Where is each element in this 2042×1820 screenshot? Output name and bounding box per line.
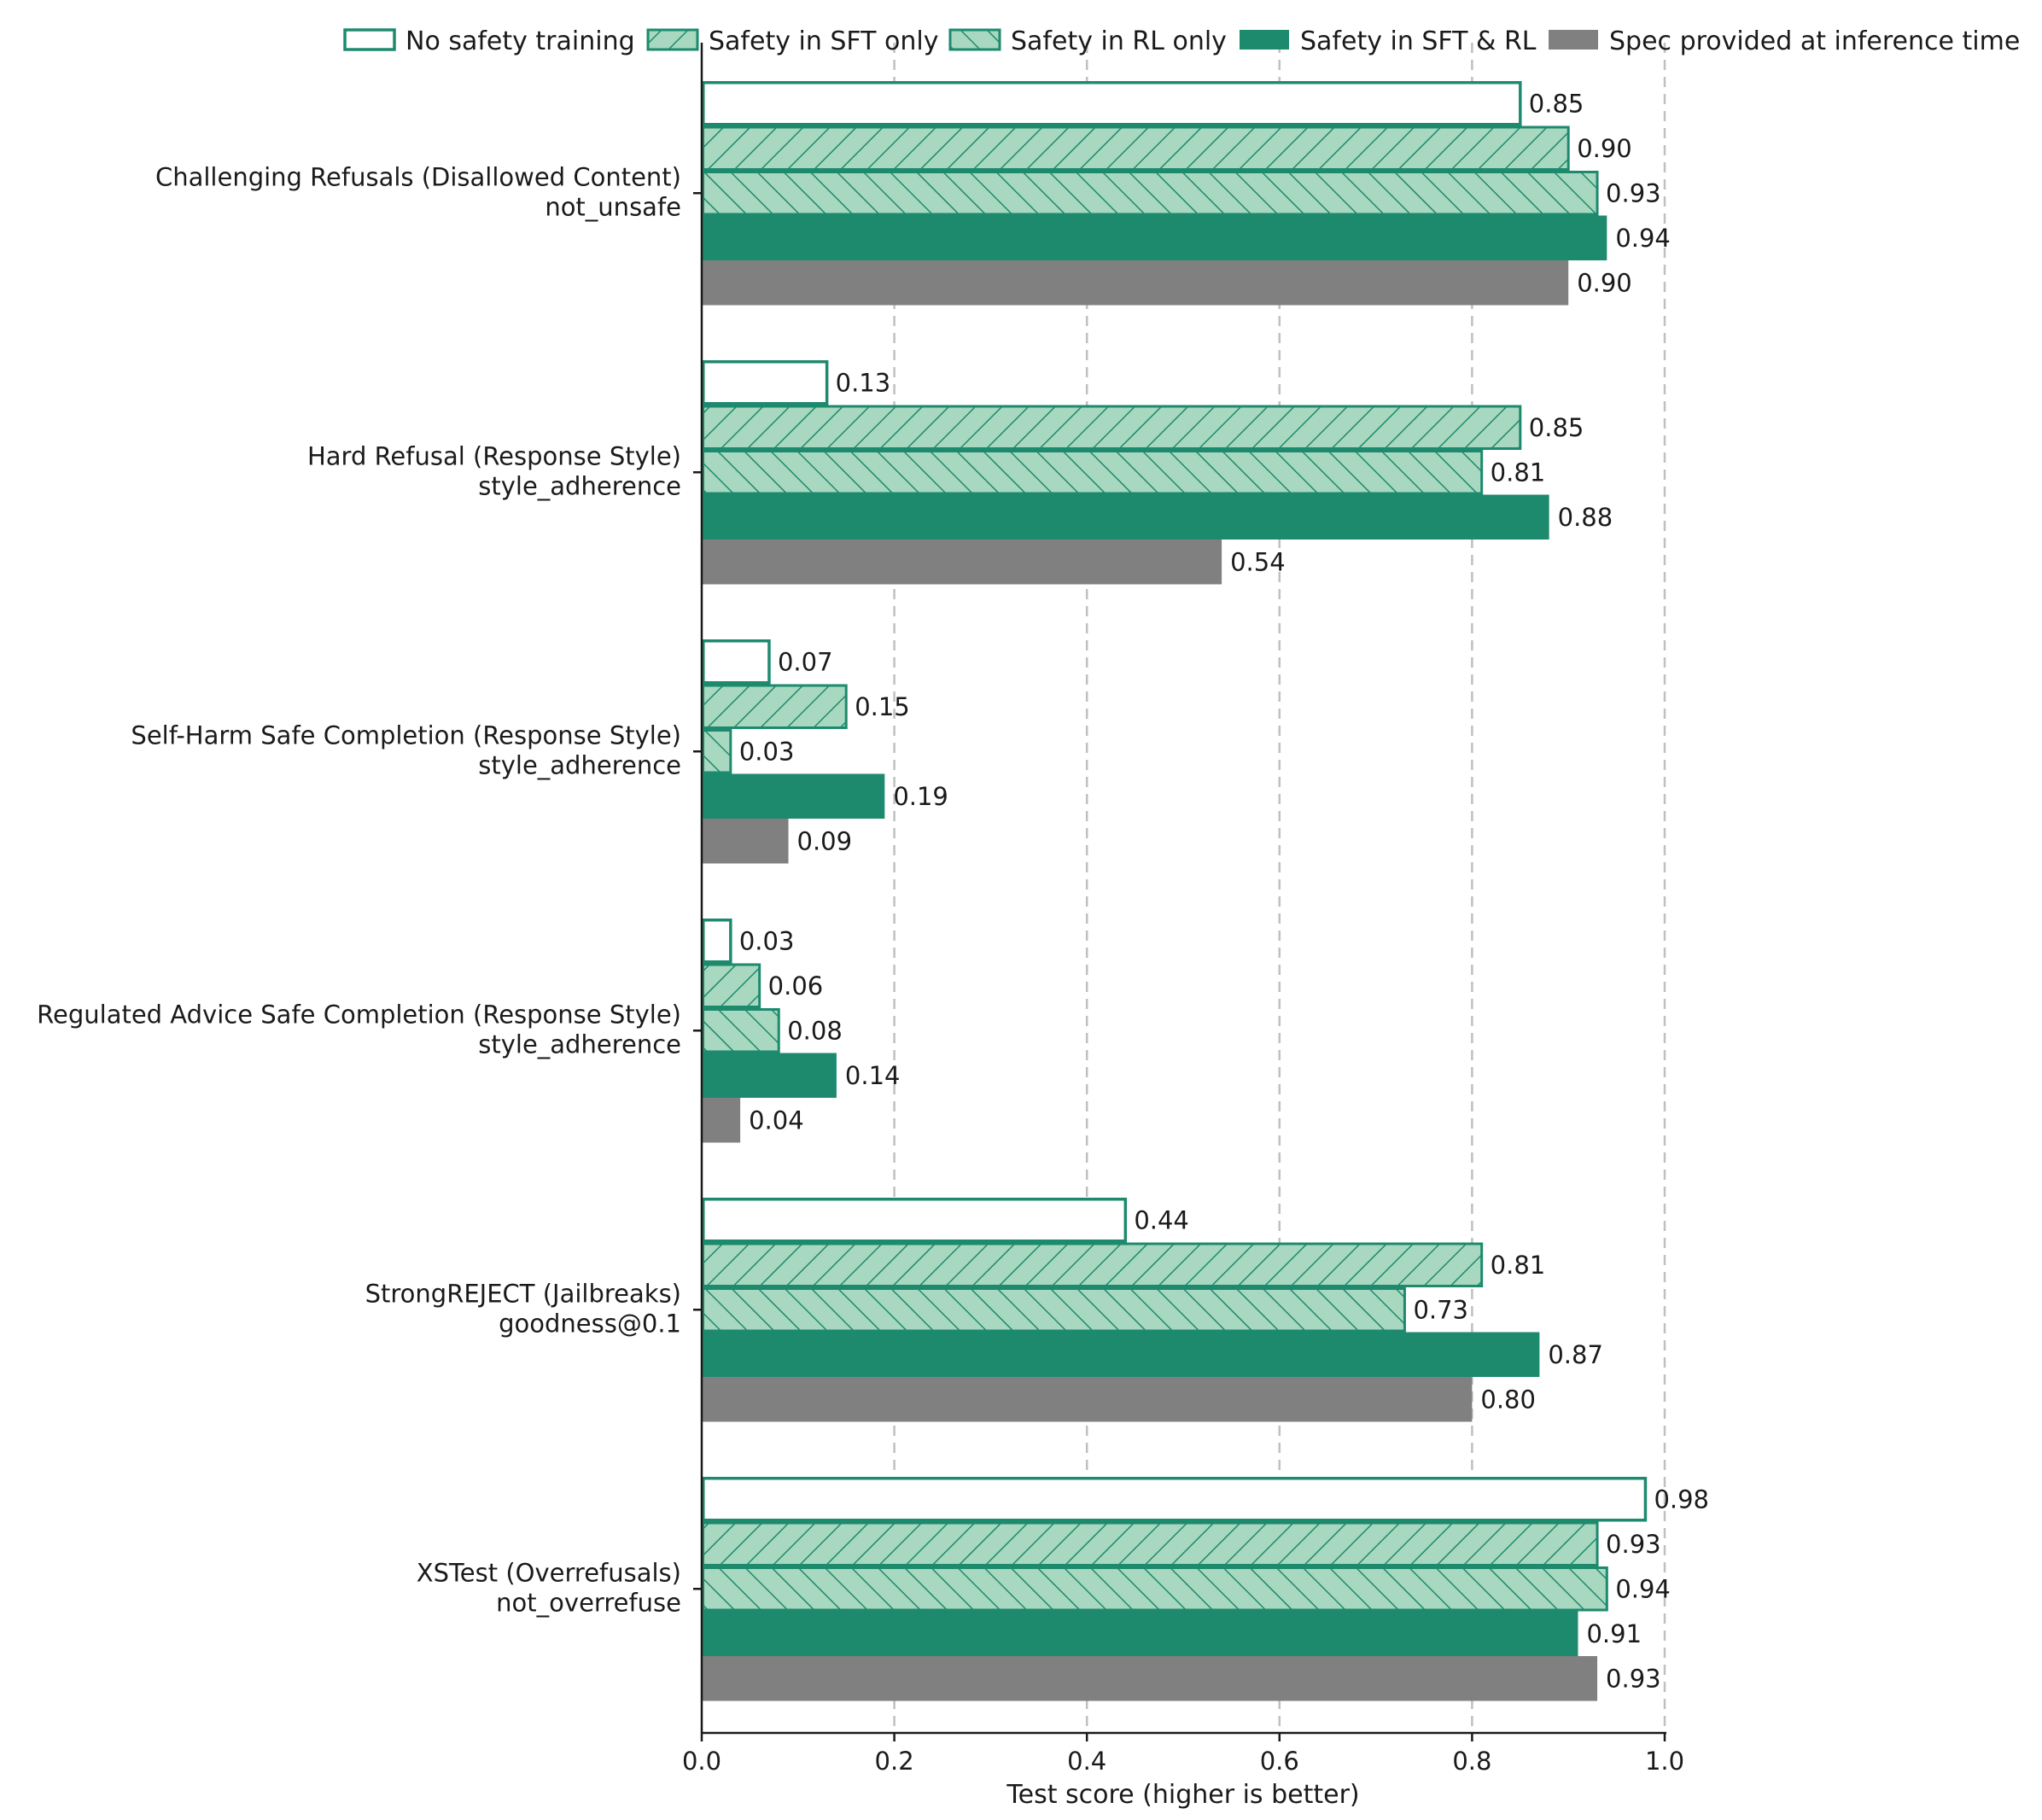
x-tick-label: 0.6 [1260, 1747, 1299, 1776]
bar [702, 171, 1599, 216]
value-label: 0.98 [1654, 1485, 1709, 1514]
value-label: 0.15 [855, 692, 910, 721]
value-label: 0.09 [797, 826, 853, 855]
bar [702, 1332, 1540, 1377]
value-label: 0.03 [739, 926, 795, 955]
value-label: 0.85 [1529, 89, 1584, 118]
legend-swatch [948, 28, 1001, 51]
category-metric-label: style_adherence [478, 1030, 681, 1059]
bar [702, 215, 1607, 260]
bar [702, 494, 1549, 540]
x-tick-label: 0.2 [875, 1747, 914, 1776]
value-label: 0.73 [1413, 1295, 1468, 1324]
value-label: 0.93 [1606, 1530, 1661, 1559]
bar [702, 260, 1569, 306]
bar [702, 1566, 1608, 1612]
bar [702, 639, 771, 685]
value-label: 0.85 [1529, 413, 1584, 442]
bar [702, 1477, 1648, 1522]
category-label: Hard Refusal (Response Style) [307, 441, 681, 470]
category-label: XSTest (Overrefusals) [417, 1558, 681, 1587]
bar [702, 125, 1570, 171]
bar [702, 1656, 1598, 1701]
legend-swatch [1240, 30, 1289, 50]
legend-label: No safety training [405, 26, 635, 56]
legend: No safety training Safety in SFT only Safe… [343, 26, 2020, 56]
bar [702, 1198, 1128, 1243]
value-label: 0.81 [1491, 458, 1546, 487]
category-label: Regulated Advice Safe Completion (Respon… [37, 1000, 681, 1029]
bar [702, 540, 1222, 585]
category-metric-label: not_overrefuse [496, 1588, 681, 1617]
value-label: 0.80 [1480, 1385, 1536, 1414]
category-label: Challenging Refusals (Disallowed Content… [155, 162, 681, 191]
value-label: 0.94 [1615, 224, 1671, 253]
value-label: 0.87 [1548, 1340, 1603, 1369]
value-label: 0.94 [1615, 1574, 1671, 1603]
category-label: StrongREJECT (Jailbreaks) [365, 1279, 681, 1308]
legend-label: Safety in SFT only [709, 26, 938, 56]
bar [702, 729, 732, 774]
value-label: 0.93 [1606, 178, 1661, 207]
value-label: 0.54 [1230, 547, 1286, 576]
bar [702, 773, 885, 819]
category-metric-label: style_adherence [478, 471, 681, 500]
value-label: 0.19 [893, 782, 948, 811]
axes: 0.0 0.2 0.4 0.6 0.8 1.0 [682, 43, 1684, 1776]
bar [702, 450, 1484, 495]
bar [702, 1611, 1578, 1656]
legend-swatch [1549, 30, 1598, 50]
legend-swatch [646, 28, 699, 51]
category-metric-label: goodness@0.1 [499, 1309, 681, 1338]
bar [702, 684, 848, 729]
bars [702, 81, 1648, 1701]
grid-lines [893, 43, 1666, 1733]
value-label: 0.08 [787, 1016, 843, 1045]
value-label: 0.04 [749, 1105, 804, 1135]
x-tick-label: 0.0 [682, 1747, 721, 1776]
bar [702, 1287, 1406, 1333]
category-labels: Challenging Refusals (Disallowed Content… [37, 162, 702, 1617]
value-label: 0.90 [1577, 268, 1632, 297]
value-labels: 0.85 0.13 0.07 0.03 0.44 0.98 0.90 0.85 0.15 0.06… [739, 89, 1709, 1693]
bar [702, 405, 1522, 450]
value-label: 0.81 [1491, 1251, 1546, 1280]
value-label: 0.06 [768, 971, 824, 1000]
value-label: 0.90 [1577, 134, 1632, 163]
bar [702, 1053, 837, 1098]
bar [702, 1377, 1473, 1422]
bar [702, 81, 1522, 126]
bar [702, 1242, 1484, 1287]
bar [702, 919, 732, 964]
x-tick-label: 1.0 [1645, 1747, 1684, 1776]
bar [702, 963, 761, 1008]
legend-label: Safety in SFT & RL [1300, 26, 1537, 56]
bar [702, 360, 829, 405]
bar [702, 1098, 741, 1143]
category-label: Self-Harm Safe Completion (Response Styl… [131, 720, 681, 750]
value-label: 0.13 [836, 368, 891, 397]
legend-label: Spec provided at inference time [1609, 26, 2020, 56]
bar [702, 1008, 780, 1053]
bar [702, 819, 789, 864]
x-tick-label: 0.4 [1067, 1747, 1106, 1776]
value-label: 0.44 [1134, 1205, 1189, 1234]
value-label: 0.88 [1558, 503, 1613, 532]
x-tick-label: 0.8 [1452, 1747, 1491, 1776]
value-label: 0.93 [1606, 1664, 1661, 1693]
x-axis-title: Test score (higher is better) [1006, 1780, 1359, 1810]
bar [702, 1521, 1599, 1566]
value-label: 0.03 [739, 737, 795, 766]
legend-swatch [343, 28, 396, 51]
value-label: 0.14 [845, 1061, 901, 1090]
value-label: 0.07 [778, 647, 833, 676]
category-metric-label: style_adherence [478, 750, 681, 779]
value-label: 0.91 [1586, 1619, 1642, 1648]
legend-label: Safety in RL only [1011, 26, 1227, 56]
category-metric-label: not_unsafe [545, 192, 681, 221]
